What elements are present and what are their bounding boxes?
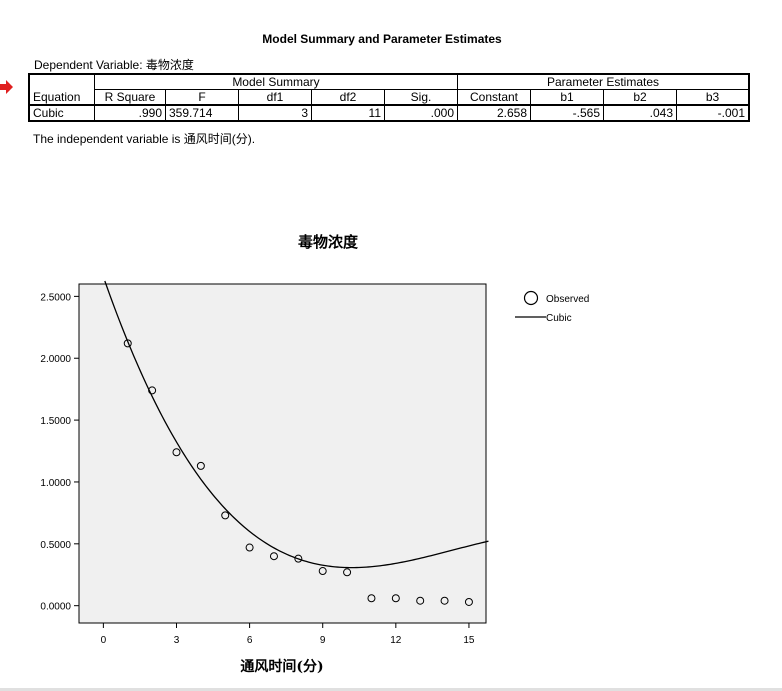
observed-point (464, 597, 473, 606)
column-header-sig: Sig. (384, 89, 458, 106)
x-axis-label: 通风时间(分) (240, 658, 323, 675)
table-corner (28, 73, 95, 90)
observed-point (172, 448, 181, 457)
curve-fit-chart: 毒物浓度 0.0000 0.5000 1.0000 1.5000 2.0000 2.500… (40, 233, 589, 675)
y-tick-label: 2.0000 (40, 354, 71, 365)
column-header-b2: b2 (603, 89, 677, 106)
column-header-r-square: R Square (94, 89, 166, 106)
column-header-f: F (165, 89, 239, 106)
observed-point (391, 594, 400, 603)
observed-point (416, 596, 425, 605)
dependent-variable-label: Dependent Variable: 毒物浓度 (34, 58, 194, 72)
observed-point (269, 552, 278, 561)
column-header-b1: b1 (530, 89, 604, 106)
cell-f: 359.714 (165, 104, 239, 122)
x-tick-label: 15 (463, 635, 475, 646)
cell-b1: -.565 (530, 104, 604, 122)
plot-area (78, 283, 487, 624)
y-tick-label: 2.5000 (40, 292, 71, 303)
observed-point (343, 568, 352, 577)
observed-point (245, 543, 254, 552)
chart-title: 毒物浓度 (298, 233, 359, 251)
table-footnote: The independent variable is 通风时间(分). (33, 132, 256, 146)
red-arrow-icon (0, 80, 13, 94)
cell-sig: .000 (384, 104, 458, 122)
cubic-fit-line (104, 280, 489, 569)
column-header-b3: b3 (676, 89, 750, 106)
y-tick-label: 0.5000 (40, 540, 71, 551)
observed-point (294, 554, 303, 563)
legend-cubic-label: Cubic (546, 313, 572, 324)
y-tick-label: 1.5000 (40, 416, 71, 427)
cell-df1: 3 (238, 104, 312, 122)
cell-constant: 2.658 (457, 104, 531, 122)
observed-point (367, 594, 376, 603)
x-tick-label: 0 (101, 635, 107, 646)
column-header-constant: Constant (457, 89, 531, 106)
cell-b3: -.001 (676, 104, 750, 122)
column-header-equation: Equation (28, 89, 95, 106)
observed-point (221, 511, 230, 520)
x-axis: 0 3 6 9 12 15 (101, 623, 475, 646)
observed-point (440, 596, 449, 605)
cell-df2: 11 (311, 104, 385, 122)
group-header-model-summary: Model Summary (94, 73, 458, 90)
model-summary-table: Model Summary Parameter Estimates Equati… (28, 73, 750, 122)
legend-observed-marker (523, 290, 539, 306)
legend: Observed Cubic (515, 290, 589, 324)
x-tick-label: 6 (247, 635, 253, 646)
observed-point (318, 567, 327, 576)
column-header-df2: df2 (311, 89, 385, 106)
cell-equation: Cubic (28, 104, 95, 122)
table-row: Cubic .990 359.714 3 11 .000 2.658 -.565… (28, 104, 750, 122)
column-header-df1: df1 (238, 89, 312, 106)
y-tick-label: 0.0000 (40, 602, 71, 613)
fit-curves (104, 280, 489, 569)
cell-r-square: .990 (94, 104, 166, 122)
x-tick-label: 3 (174, 635, 180, 646)
y-axis: 0.0000 0.5000 1.0000 1.5000 2.0000 2.5000 (40, 292, 79, 613)
cell-b2: .043 (603, 104, 677, 122)
table-title: Model Summary and Parameter Estimates (262, 32, 502, 46)
group-header-parameter-estimates: Parameter Estimates (457, 73, 750, 90)
observed-point (196, 461, 205, 470)
legend-observed-label: Observed (546, 294, 589, 305)
observed-points (123, 339, 473, 606)
bottom-rule (0, 688, 782, 691)
observed-point (123, 339, 132, 348)
observed-point (148, 386, 157, 395)
x-tick-label: 9 (320, 635, 326, 646)
y-tick-label: 1.0000 (40, 478, 71, 489)
x-tick-label: 12 (390, 635, 402, 646)
